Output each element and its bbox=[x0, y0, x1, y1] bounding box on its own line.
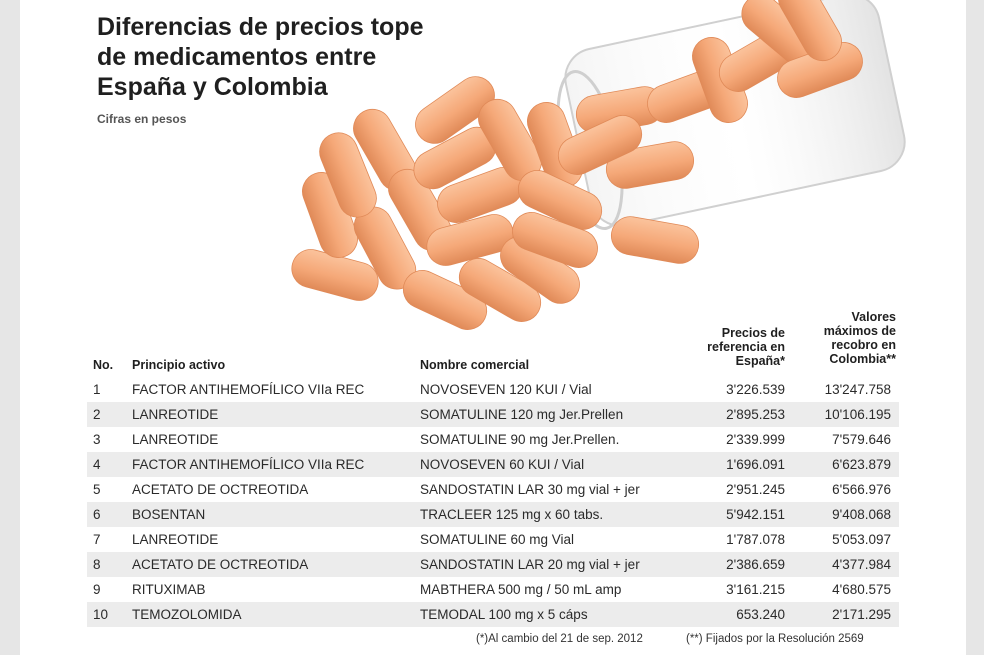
nombre-comercial-cell: SOMATULINE 60 mg Vial bbox=[420, 532, 575, 547]
principio-activo-cell: BOSENTAN bbox=[132, 507, 206, 522]
table-row: 3 LANREOTIDE SOMATULINE 90 mg Jer.Prellen.… bbox=[87, 427, 899, 452]
row-number: 4 bbox=[93, 457, 101, 472]
precio-espana-cell: 653.240 bbox=[736, 607, 785, 622]
table-row: 9 RITUXIMAB MABTHERA 500 mg / 50 mL amp 3'1… bbox=[87, 577, 899, 602]
principio-activo-cell: RITUXIMAB bbox=[132, 582, 206, 597]
principio-activo-cell: LANREOTIDE bbox=[132, 407, 219, 422]
precio-espana-cell: 2'951.245 bbox=[726, 482, 785, 497]
precio-espana-cell: 1'696.091 bbox=[726, 457, 785, 472]
pill-shape bbox=[512, 212, 598, 268]
nombre-comercial-cell: SANDOSTATIN LAR 20 mg vial + jer bbox=[420, 557, 640, 572]
pill-shape bbox=[402, 270, 488, 330]
table-row: 7 LANREOTIDE SOMATULINE 60 mg Vial 1'787.07… bbox=[87, 527, 899, 552]
pill-shape bbox=[517, 170, 603, 230]
precio-espana-cell: 2'339.999 bbox=[726, 432, 785, 447]
valor-colombia-cell: 6'566.976 bbox=[832, 482, 891, 497]
pill-shape bbox=[415, 76, 495, 144]
table-row: 10 TEMOZOLOMIDA TEMODAL 100 mg x 5 cáps 653… bbox=[87, 602, 899, 627]
principio-activo-cell: TEMOZOLOMIDA bbox=[132, 607, 242, 622]
header-nombre-comercial: Nombre comercial bbox=[420, 358, 530, 372]
pill-shape bbox=[605, 141, 695, 189]
precio-espana-cell: 1'787.078 bbox=[726, 532, 785, 547]
table-row: 1 FACTOR ANTIHEMOFÍLICO VIIa REC NOVOSEVEN… bbox=[87, 377, 899, 402]
pill-shape bbox=[778, 0, 842, 62]
row-number: 8 bbox=[93, 557, 101, 572]
precio-espana-cell: 3'161.215 bbox=[726, 582, 785, 597]
valor-colombia-cell: 9'408.068 bbox=[832, 507, 891, 522]
principio-activo-cell: LANREOTIDE bbox=[132, 432, 219, 447]
chart-subtitle: Cifras en pesos bbox=[97, 112, 187, 126]
row-number: 10 bbox=[93, 607, 109, 622]
precio-espana-cell: 2'895.253 bbox=[726, 407, 785, 422]
pill-shape bbox=[610, 216, 700, 264]
nombre-comercial-cell: NOVOSEVEN 60 KUI / Vial bbox=[420, 457, 585, 472]
pills-illustration bbox=[291, 0, 906, 330]
pill-shape bbox=[319, 132, 377, 218]
principio-activo-cell: ACETATO DE OCTREOTIDA bbox=[132, 557, 309, 572]
principio-activo-cell: ACETATO DE OCTREOTIDA bbox=[132, 482, 309, 497]
principio-activo-cell: FACTOR ANTIHEMOFÍLICO VIIa REC bbox=[132, 457, 365, 472]
nombre-comercial-cell: TEMODAL 100 mg x 5 cáps bbox=[420, 607, 588, 622]
pill-shape bbox=[557, 115, 643, 175]
chart-title: Diferencias de precios tope de medicamen… bbox=[97, 13, 424, 101]
pill-group bbox=[291, 0, 863, 330]
valor-colombia-cell: 2'171.295 bbox=[832, 607, 891, 622]
table-row: 8 ACETATO DE OCTREOTIDA SANDOSTATIN LAR 20… bbox=[87, 552, 899, 577]
row-number: 2 bbox=[93, 407, 101, 422]
valor-colombia-cell: 4'377.984 bbox=[832, 557, 891, 572]
precio-espana-cell: 5'942.151 bbox=[726, 507, 785, 522]
header-no: No. bbox=[93, 358, 114, 372]
valor-colombia-cell: 7'579.646 bbox=[832, 432, 891, 447]
price-table: 1 FACTOR ANTIHEMOFÍLICO VIIa REC NOVOSEVEN… bbox=[87, 377, 899, 627]
nombre-comercial-cell: TRACLEER 125 mg x 60 tabs. bbox=[420, 507, 604, 522]
table-row: 5 ACETATO DE OCTREOTIDA SANDOSTATIN LAR 30… bbox=[87, 477, 899, 502]
valor-colombia-cell: 13'247.758 bbox=[824, 382, 891, 397]
header-principio-activo: Principio activo bbox=[132, 358, 226, 372]
valor-colombia-cell: 5'053.097 bbox=[832, 532, 891, 547]
precio-espana-cell: 2'386.659 bbox=[726, 557, 785, 572]
row-number: 5 bbox=[93, 482, 101, 497]
row-number: 3 bbox=[93, 432, 101, 447]
nombre-comercial-cell: NOVOSEVEN 120 KUI / Vial bbox=[420, 382, 592, 397]
valor-colombia-cell: 6'623.879 bbox=[832, 457, 891, 472]
header-precios-espana: Precios de referencia en España* bbox=[707, 326, 785, 368]
precio-espana-cell: 3'226.539 bbox=[726, 382, 785, 397]
footnote-colombia: (**) Fijados por la Resolución 2569 bbox=[686, 633, 864, 645]
table-row: 4 FACTOR ANTIHEMOFÍLICO VIIa REC NOVOSEVEN… bbox=[87, 452, 899, 477]
principio-activo-cell: LANREOTIDE bbox=[132, 532, 219, 547]
pill-shape bbox=[458, 258, 542, 322]
row-number: 1 bbox=[93, 382, 101, 397]
footnote-espana: (*)Al cambio del 21 de sep. 2012 bbox=[476, 633, 643, 645]
valor-colombia-cell: 10'106.195 bbox=[824, 407, 891, 422]
row-number: 7 bbox=[93, 532, 101, 547]
table-row: 2 LANREOTIDE SOMATULINE 120 mg Jer.Prellen… bbox=[87, 402, 899, 427]
table-row: 6 BOSENTAN TRACLEER 125 mg x 60 tabs. 5'942… bbox=[87, 502, 899, 527]
header-valores-colombia: Valores máximos de recobro en Colombia** bbox=[823, 310, 896, 366]
principio-activo-cell: FACTOR ANTIHEMOFÍLICO VIIa REC bbox=[132, 382, 365, 397]
nombre-comercial-cell: MABTHERA 500 mg / 50 mL amp bbox=[420, 582, 622, 597]
row-number: 6 bbox=[93, 507, 101, 522]
nombre-comercial-cell: SOMATULINE 90 mg Jer.Prellen. bbox=[420, 432, 620, 447]
nombre-comercial-cell: SOMATULINE 120 mg Jer.Prellen bbox=[420, 407, 624, 422]
row-number: 9 bbox=[93, 582, 101, 597]
nombre-comercial-cell: SANDOSTATIN LAR 30 mg vial + jer bbox=[420, 482, 640, 497]
valor-colombia-cell: 4'680.575 bbox=[832, 582, 891, 597]
